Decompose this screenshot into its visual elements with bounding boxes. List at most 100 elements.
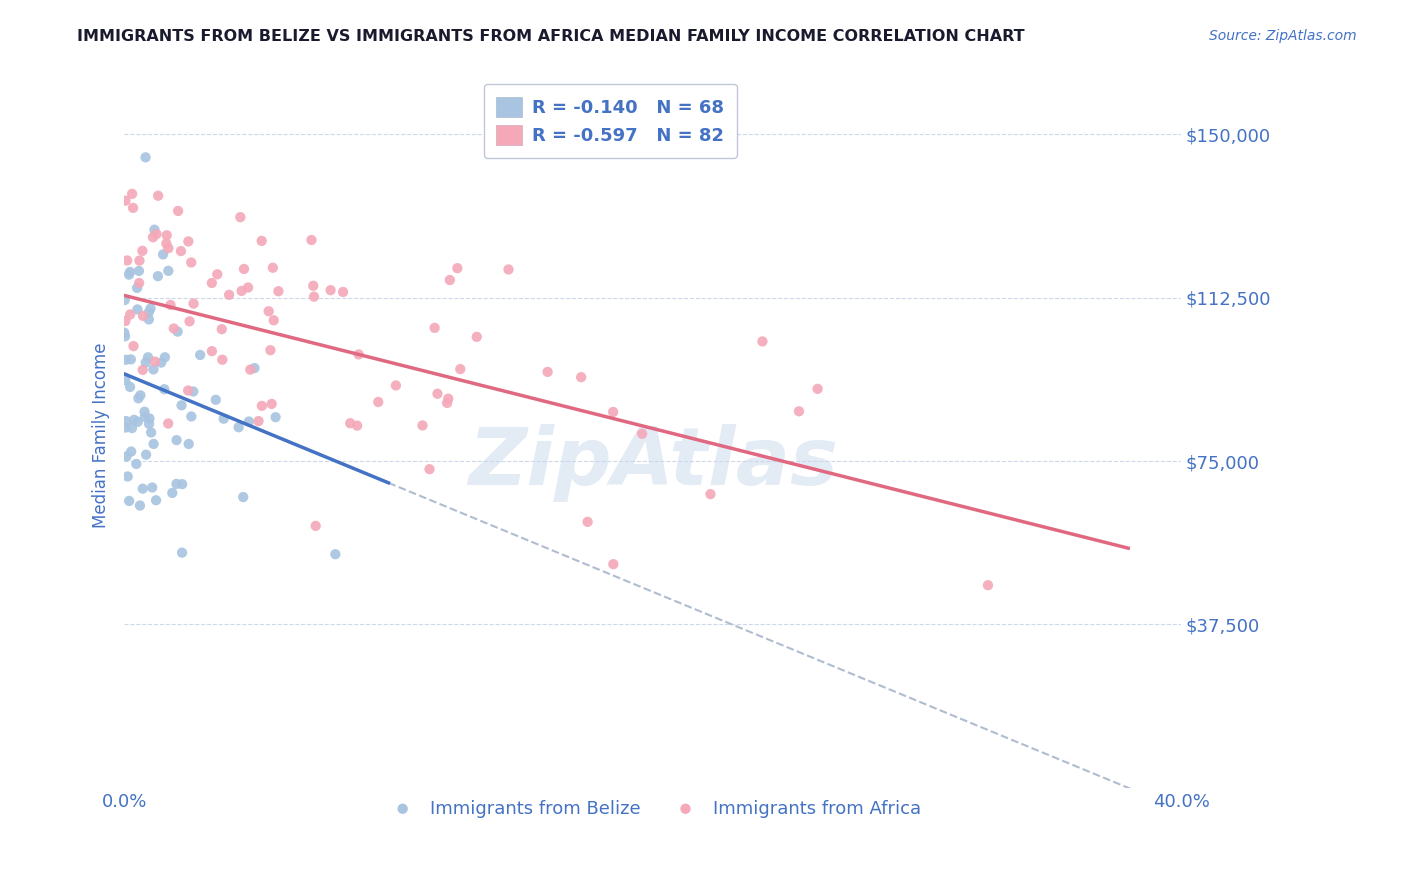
- Point: [170, 546, 193, 560]
- Point: [167, 204, 190, 219]
- Point: [138, 417, 160, 431]
- Point: [229, 210, 252, 224]
- Point: [115, 414, 138, 428]
- Point: [128, 264, 150, 278]
- Point: [418, 462, 440, 476]
- Point: [177, 437, 200, 451]
- Point: [346, 418, 368, 433]
- Point: [121, 421, 143, 435]
- Point: [699, 487, 721, 501]
- Point: [332, 285, 354, 299]
- Point: [146, 188, 169, 202]
- Point: [141, 480, 163, 494]
- Point: [439, 273, 461, 287]
- Point: [120, 352, 142, 367]
- Point: [117, 469, 139, 483]
- Point: [139, 425, 162, 440]
- Point: [250, 399, 273, 413]
- Point: [132, 309, 155, 323]
- Point: [156, 228, 179, 243]
- Point: [259, 343, 281, 358]
- Point: [236, 280, 259, 294]
- Point: [239, 362, 262, 376]
- Point: [125, 457, 148, 471]
- Point: [211, 322, 233, 336]
- Point: [157, 241, 180, 255]
- Point: [977, 578, 1000, 592]
- Point: [115, 450, 138, 464]
- Point: [166, 476, 188, 491]
- Point: [138, 312, 160, 326]
- Point: [172, 477, 194, 491]
- Point: [436, 396, 458, 410]
- Point: [177, 384, 200, 398]
- Point: [136, 351, 159, 365]
- Point: [120, 308, 142, 322]
- Point: [142, 362, 165, 376]
- Point: [134, 409, 156, 424]
- Point: [157, 264, 180, 278]
- Point: [170, 398, 193, 412]
- Point: [437, 392, 460, 406]
- Point: [426, 386, 449, 401]
- Point: [536, 365, 558, 379]
- Point: [127, 392, 149, 406]
- Point: [118, 265, 141, 279]
- Point: [121, 186, 143, 201]
- Point: [142, 230, 165, 244]
- Point: [143, 354, 166, 368]
- Point: [138, 305, 160, 319]
- Point: [131, 244, 153, 258]
- Point: [260, 397, 283, 411]
- Point: [228, 420, 250, 434]
- Point: [122, 413, 145, 427]
- Point: [135, 448, 157, 462]
- Point: [262, 260, 284, 275]
- Point: [319, 283, 342, 297]
- Point: [135, 355, 157, 369]
- Text: IMMIGRANTS FROM BELIZE VS IMMIGRANTS FROM AFRICA MEDIAN FAMILY INCOME CORRELATIO: IMMIGRANTS FROM BELIZE VS IMMIGRANTS FRO…: [77, 29, 1025, 44]
- Point: [218, 288, 240, 302]
- Point: [153, 382, 176, 396]
- Text: ZipAtlas: ZipAtlas: [468, 424, 838, 502]
- Point: [122, 201, 145, 215]
- Point: [305, 519, 328, 533]
- Point: [264, 410, 287, 425]
- Point: [339, 416, 361, 430]
- Point: [114, 293, 136, 307]
- Point: [120, 380, 142, 394]
- Point: [132, 482, 155, 496]
- Point: [233, 262, 256, 277]
- Point: [153, 350, 176, 364]
- Point: [128, 276, 150, 290]
- Point: [145, 227, 167, 241]
- Point: [118, 268, 141, 282]
- Point: [602, 557, 624, 571]
- Point: [180, 409, 202, 424]
- Point: [385, 378, 408, 392]
- Point: [412, 418, 434, 433]
- Point: [159, 298, 181, 312]
- Point: [163, 321, 186, 335]
- Point: [367, 395, 389, 409]
- Point: [631, 426, 654, 441]
- Point: [179, 314, 201, 328]
- Point: [146, 269, 169, 284]
- Point: [155, 236, 177, 251]
- Point: [150, 356, 173, 370]
- Point: [122, 339, 145, 353]
- Point: [134, 405, 156, 419]
- Point: [129, 499, 152, 513]
- Point: [114, 352, 136, 367]
- Point: [247, 414, 270, 428]
- Point: [238, 415, 260, 429]
- Point: [465, 330, 488, 344]
- Point: [120, 444, 142, 458]
- Point: [423, 321, 446, 335]
- Point: [166, 433, 188, 447]
- Point: [118, 494, 141, 508]
- Point: [302, 278, 325, 293]
- Point: [162, 486, 184, 500]
- Point: [127, 415, 149, 429]
- Point: [188, 348, 211, 362]
